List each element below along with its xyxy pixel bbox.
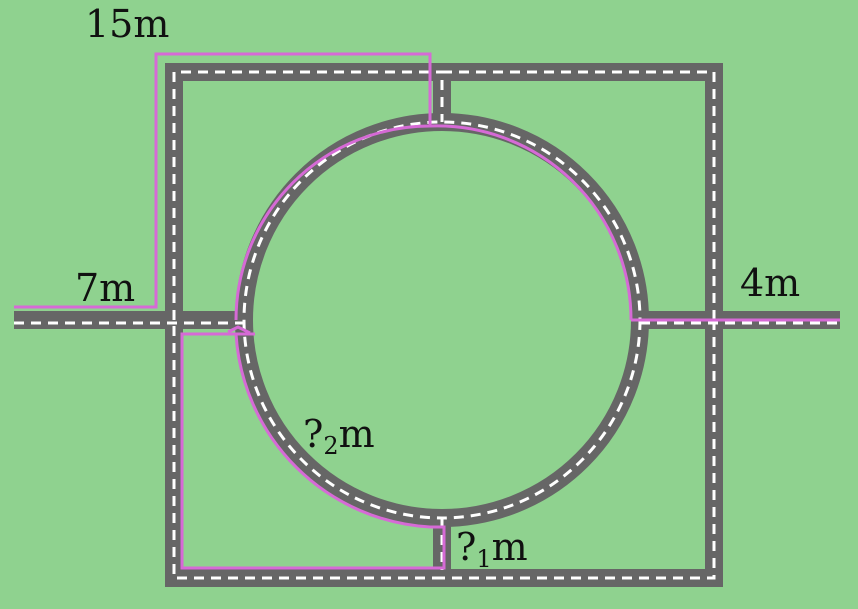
lane-outer-top-right	[442, 70, 716, 320]
lane-outer-left-top	[172, 70, 442, 320]
label-bottom-unit: m	[492, 525, 528, 569]
label-left-distance: 7m	[75, 266, 135, 310]
lane-markings	[14, 70, 840, 580]
route-junction-mark	[227, 325, 251, 335]
route-upper-arc-right	[429, 124, 633, 321]
label-bottom-q: ?	[456, 525, 476, 569]
lane-outer-right-bottom	[442, 320, 716, 580]
routes	[14, 52, 840, 570]
label-arc-subscript: 2	[323, 432, 338, 460]
route-upper	[14, 52, 432, 321]
label-arc-unknown: ?2m	[303, 412, 375, 460]
label-arc-unit: m	[339, 412, 375, 456]
lane-outer-bottom-left	[172, 320, 442, 580]
label-bottom-subscript: 1	[476, 545, 491, 573]
route-lower	[180, 332, 446, 570]
label-top-distance: 15m	[85, 2, 169, 46]
label-right-distance: 4m	[740, 261, 800, 305]
label-bottom-unknown: ?1m	[456, 525, 528, 573]
label-arc-q: ?	[303, 412, 323, 456]
